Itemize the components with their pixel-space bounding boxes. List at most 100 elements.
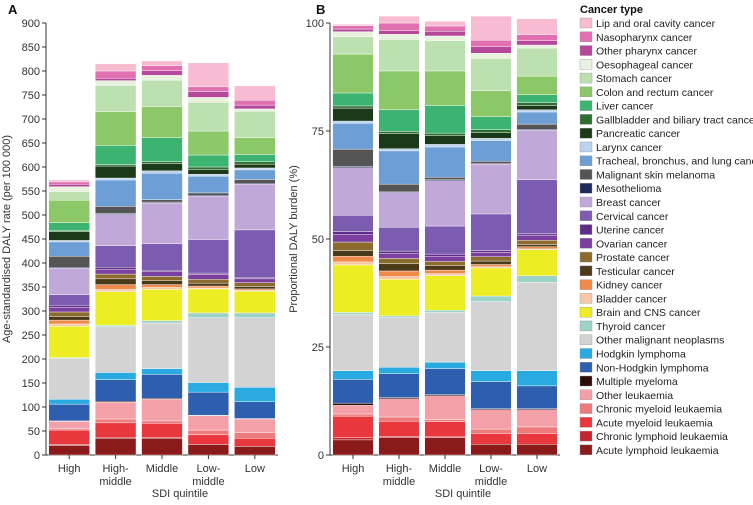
bar-segment: Brain and CNS cancer: 65 — [48, 326, 90, 358]
bar-segment: Liver cancer: 50 — [141, 137, 183, 162]
legend-item: Other pharynx cancer — [579, 45, 697, 58]
bar-segment: Thyroid cancer: 5 — [141, 320, 183, 324]
y-tick-label: 25 — [312, 342, 324, 354]
y-tick-label: 350 — [22, 282, 40, 294]
bar-segment: Hodgkin lymphoma: 3.5 — [516, 370, 558, 387]
bar-segment: Other pharynx cancer: 12 — [187, 91, 230, 98]
bar-segment: Hodgkin lymphoma: 15 — [94, 372, 137, 380]
bar-segment: Lip and oral cavity cancer: 1.6 — [378, 15, 420, 24]
bar-stack: Acute lymphoid leukaemia: 35Chronic lymp… — [94, 63, 137, 456]
chart-panel-B: B 0 25 50 75 100 Proportional DALY burden (%) S… — [288, 2, 560, 500]
bar-segment: Oesophageal cancer: 10 — [94, 80, 137, 86]
bar-segment: Brain and CNS cancer: 70 — [94, 291, 137, 326]
legend-label: Tracheal, bronchus, and lung cancer — [596, 156, 753, 168]
panel-label: B — [316, 2, 325, 17]
bar-segment: Brain and CNS cancer: 6 — [516, 249, 558, 276]
bar-segment: Cervical cancer: 5.5 — [378, 227, 420, 252]
legend-swatch — [579, 59, 593, 70]
bar-segment: Chronic myeloid leukaemia: 12 — [234, 432, 276, 439]
x-axis-title: SDI quintile — [435, 488, 491, 500]
legend-label: Stomach cancer — [596, 73, 672, 85]
bar-segment: Kidney cancer: 1.3 — [332, 256, 374, 263]
bar-segment: Gallbladder and biliary tract cancer: 0.… — [378, 131, 420, 134]
bar-segment: Acute lymphoid leukaemia: 22 — [187, 444, 230, 456]
bar-segment: Bladder cancer: 5 — [94, 289, 137, 292]
bar-segment: Stomach cancer: 7.3 — [378, 39, 420, 72]
legend-swatch — [579, 334, 593, 345]
bar-segment: Lip and oral cavity cancer: 50 — [187, 62, 230, 88]
bar-segment: Lip and oral cavity cancer: 0.3 — [332, 24, 374, 26]
legend-item: Breast cancer — [579, 196, 661, 209]
y-tick-label: 100 — [306, 18, 324, 30]
bar-segment: Larynx cancer: 3 — [48, 240, 90, 243]
legend-item: Brain and CNS cancer — [579, 306, 701, 319]
bar-segment: Brain and CNS cancer: 6.5 — [470, 267, 512, 297]
bar-segment: Tracheal, bronchus, and lung cancer: 7 — [424, 146, 466, 178]
bar-segment: Colon and rectum cancer: 35 — [234, 137, 276, 155]
bar-segment: Liver cancer: 15 — [234, 154, 276, 162]
bar-segment: Non-Hodgkin lymphoma: 35 — [234, 401, 276, 419]
legend-swatch — [579, 293, 593, 304]
bar-segment: Liver cancer: 6.4 — [424, 105, 466, 134]
bar-stack: Acute lymphoid leukaemia: 4Chronic lymph… — [424, 21, 466, 456]
bar-segment: Tracheal, bronchus, and lung cancer: 35 — [187, 175, 230, 194]
bar-segment: Other malignant neoplasms: 11.5 — [378, 317, 420, 368]
bar-segment: Brain and CNS cancer: 45 — [234, 291, 276, 314]
bar-segment: Other malignant neoplasms: 135 — [187, 317, 230, 383]
legend-swatch — [579, 320, 593, 332]
bar-segment: Stomach cancer: 7.5 — [470, 58, 512, 92]
bar-segment: Pancreatic cancer: 18 — [48, 231, 90, 241]
bar-segment: Uterine cancer: 0.5 — [424, 253, 466, 257]
legend-swatch — [579, 31, 593, 42]
bar-segment: Cervical cancer: 3.8 — [332, 215, 374, 232]
bar-segment: Thyroid cancer: 3 — [94, 325, 137, 328]
legend-label: Bladder cancer — [596, 293, 667, 305]
bar-segment: Pancreatic cancer: 3 — [332, 107, 374, 122]
legend-label: Cervical cancer — [596, 211, 669, 223]
bar-segment: Other pharynx cancer: 0.6 — [332, 28, 374, 32]
bar-segment: Bladder cancer: 0.5 — [424, 273, 466, 276]
y-tick-label: 550 — [22, 186, 40, 198]
bar-segment: Larynx cancer: 4 — [187, 173, 230, 177]
legend-swatch — [579, 196, 593, 208]
bar-segment: Testicular cancer: 6 — [187, 282, 230, 287]
bar-segment: Breast cancer: 8 — [378, 192, 420, 228]
bar-segment: Thyroid cancer: 0.4 — [378, 315, 420, 318]
legend-item: Larynx cancer — [579, 141, 662, 154]
bar-segment: Other pharynx cancer: 1 — [516, 40, 558, 46]
bar-segment: Hodgkin lymphoma: 12 — [141, 368, 183, 375]
bar-segment: Acute lymphoid leukaemia: 4 — [424, 437, 466, 456]
bar-segment: Malignant skin melanoma: 15 — [94, 206, 137, 214]
legend-item: Nasopharynx cancer — [579, 31, 693, 44]
bar-segment: Malignant skin melanoma: 1.8 — [378, 183, 420, 193]
bar-segment: Nasopharynx cancer: 5 — [48, 181, 90, 185]
bar-segment: Acute myeloid leukaemia: 30 — [48, 429, 90, 445]
bar-segment: Larynx cancer: 5 — [141, 170, 183, 174]
bar-segment: Liver cancer: 3 — [470, 116, 512, 130]
y-tick-label: 100 — [22, 402, 40, 414]
bar-segment: Oesophageal cancer: 1.2 — [378, 34, 420, 40]
bar-segment: Chronic myeloid leukaemia: 10 — [187, 429, 230, 436]
bar-segment: Thyroid cancer: 10 — [187, 312, 230, 318]
y-tick-label: 50 — [28, 426, 40, 438]
legend-item: Uterine cancer — [579, 224, 665, 237]
legend-swatch — [579, 72, 593, 84]
bar-segment: Brain and CNS cancer: 50 — [187, 288, 230, 314]
bar-segment: Other pharynx cancer: 5 — [48, 184, 90, 187]
bar-segment: Tracheal, bronchus, and lung cancer: 6 — [332, 123, 374, 150]
y-tick-label: 650 — [22, 138, 40, 150]
bar-segment: Acute myeloid leukaemia: 17 — [234, 438, 276, 447]
bar-segment: Colon and rectum cancer: 50 — [187, 130, 230, 156]
bar-segment: Kidney cancer: 8 — [48, 319, 90, 325]
bar-segment: Larynx cancer: 0.5 — [378, 148, 420, 152]
bar-segment: Non-Hodgkin lymphoma: 48 — [187, 391, 230, 416]
legend-label: Thyroid cancer — [596, 321, 666, 333]
bar-segment: Prostate cancer: 10 — [48, 311, 90, 317]
bar-segment: Tracheal, bronchus, and lung cancer: 30 — [48, 241, 90, 257]
legend-item: Other malignant neoplasms — [579, 334, 724, 347]
legend-swatch — [579, 375, 593, 387]
bar-segment: Testicular cancer: 8 — [141, 280, 183, 285]
bar-segment: Acute myeloid leukaemia: 5 — [332, 415, 374, 438]
bar-segment: Acute myeloid leukaemia: 20 — [187, 434, 230, 445]
legend-swatch — [579, 45, 593, 56]
